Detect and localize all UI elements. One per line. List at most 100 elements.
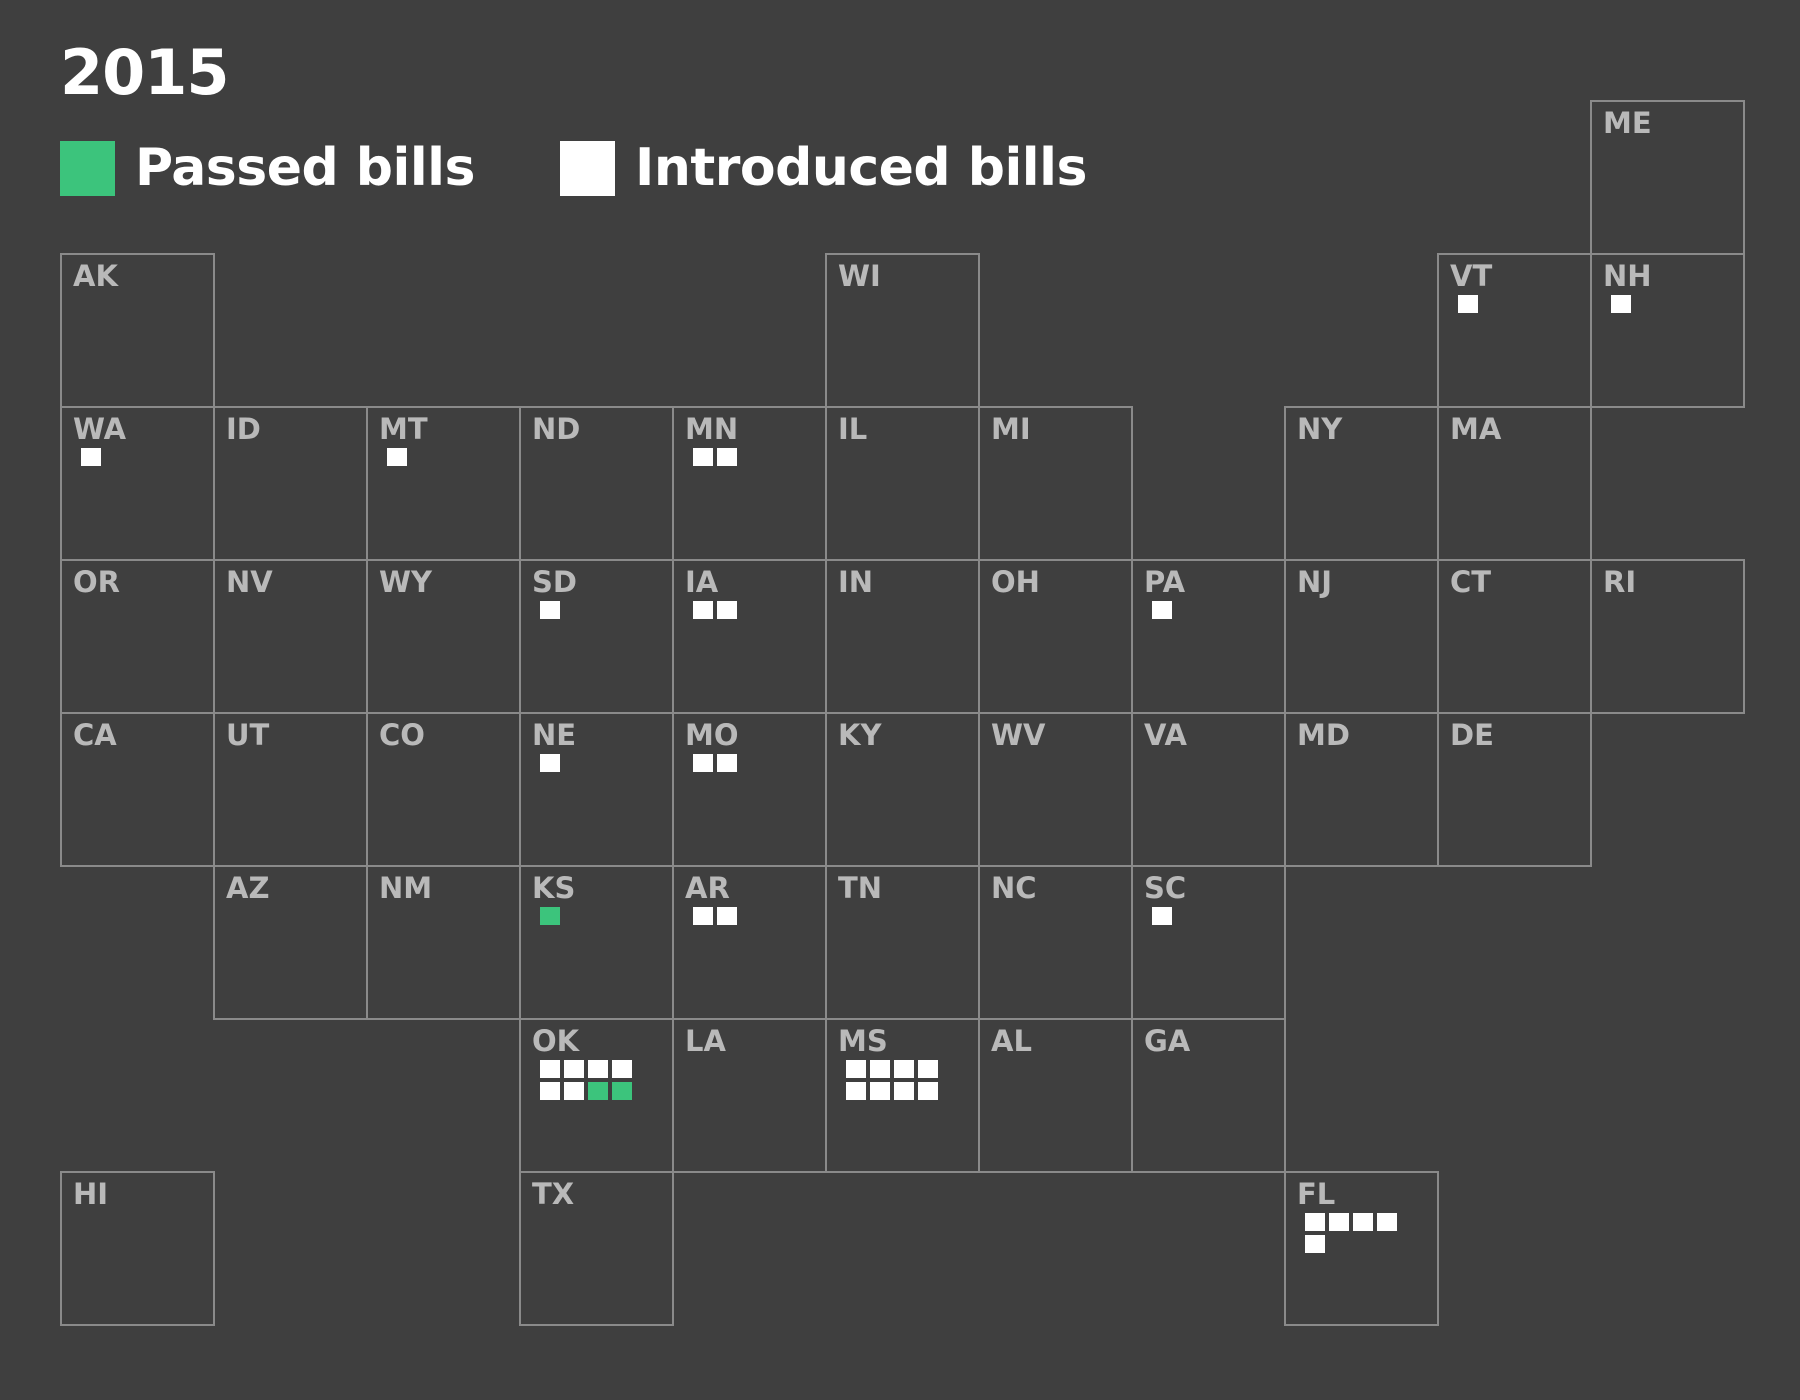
legend-label-introduced: Introduced bills bbox=[635, 138, 1087, 198]
bill-marker-introduced bbox=[846, 1060, 866, 1078]
state-tile-wv: WV bbox=[978, 712, 1133, 867]
bill-marker-introduced bbox=[717, 448, 737, 466]
bill-marker-introduced bbox=[540, 601, 560, 619]
state-tile-mo: MO bbox=[672, 712, 827, 867]
bill-markers bbox=[1458, 295, 1558, 313]
bill-marker-introduced bbox=[894, 1060, 914, 1078]
state-tile-ga: GA bbox=[1131, 1018, 1286, 1173]
state-tile-wa: WA bbox=[60, 406, 215, 561]
state-tile-nh: NH bbox=[1590, 253, 1745, 408]
bill-markers bbox=[540, 754, 640, 772]
state-tile-id: ID bbox=[213, 406, 368, 561]
state-code-label: AK bbox=[73, 259, 118, 293]
state-tile-ar: AR bbox=[672, 865, 827, 1020]
state-tile-ct: CT bbox=[1437, 559, 1592, 714]
bill-markers bbox=[540, 1060, 640, 1100]
state-code-label: OK bbox=[532, 1024, 580, 1058]
bill-markers bbox=[693, 907, 793, 925]
bill-marker-introduced bbox=[540, 754, 560, 772]
state-tile-ms: MS bbox=[825, 1018, 980, 1173]
state-code-label: SD bbox=[532, 565, 577, 599]
state-tile-nd: ND bbox=[519, 406, 674, 561]
state-code-label: MS bbox=[838, 1024, 888, 1058]
state-tile-me: ME bbox=[1590, 100, 1745, 255]
state-tile-in: IN bbox=[825, 559, 980, 714]
state-code-label: IA bbox=[685, 565, 719, 599]
state-code-label: MD bbox=[1297, 718, 1350, 752]
legend-item-introduced: Introduced bills bbox=[560, 138, 1087, 198]
chart-title: 2015 bbox=[60, 36, 230, 109]
bill-marker-introduced bbox=[693, 448, 713, 466]
bill-marker-introduced bbox=[918, 1060, 938, 1078]
state-code-label: HI bbox=[73, 1177, 109, 1211]
state-code-label: UT bbox=[226, 718, 270, 752]
bill-marker-introduced bbox=[1377, 1213, 1397, 1231]
state-code-label: SC bbox=[1144, 871, 1187, 905]
state-code-label: RI bbox=[1603, 565, 1637, 599]
bill-marker-introduced bbox=[1329, 1213, 1349, 1231]
state-tile-ak: AK bbox=[60, 253, 215, 408]
state-code-label: WA bbox=[73, 412, 127, 446]
state-code-label: DE bbox=[1450, 718, 1494, 752]
state-code-label: CO bbox=[379, 718, 425, 752]
bill-marker-introduced bbox=[1305, 1213, 1325, 1231]
bill-markers bbox=[540, 601, 640, 619]
state-tile-nj: NJ bbox=[1284, 559, 1439, 714]
bill-marker-introduced bbox=[693, 907, 713, 925]
state-code-label: WV bbox=[991, 718, 1046, 752]
bill-marker-introduced bbox=[894, 1082, 914, 1100]
legend-label-passed: Passed bills bbox=[135, 138, 475, 198]
state-tile-pa: PA bbox=[1131, 559, 1286, 714]
bill-marker-introduced bbox=[1152, 601, 1172, 619]
bill-marker-introduced bbox=[870, 1060, 890, 1078]
state-code-label: ID bbox=[226, 412, 261, 446]
state-code-label: NY bbox=[1297, 412, 1343, 446]
state-code-label: IN bbox=[838, 565, 874, 599]
state-code-label: LA bbox=[685, 1024, 726, 1058]
state-tile-ia: IA bbox=[672, 559, 827, 714]
state-tile-hi: HI bbox=[60, 1171, 215, 1326]
bill-marker-introduced bbox=[1458, 295, 1478, 313]
bill-marker-introduced bbox=[588, 1060, 608, 1078]
bill-marker-introduced bbox=[717, 601, 737, 619]
state-tile-sd: SD bbox=[519, 559, 674, 714]
state-code-label: FL bbox=[1297, 1177, 1336, 1211]
state-tile-wy: WY bbox=[366, 559, 521, 714]
state-tile-tn: TN bbox=[825, 865, 980, 1020]
state-code-label: TN bbox=[838, 871, 883, 905]
state-code-label: PA bbox=[1144, 565, 1186, 599]
bill-markers bbox=[1152, 907, 1252, 925]
state-tile-fl: FL bbox=[1284, 1171, 1439, 1326]
bill-markers bbox=[81, 448, 181, 466]
state-tile-tx: TX bbox=[519, 1171, 674, 1326]
state-tile-mi: MI bbox=[978, 406, 1133, 561]
state-code-label: OR bbox=[73, 565, 120, 599]
state-tile-ut: UT bbox=[213, 712, 368, 867]
bill-marker-passed bbox=[540, 907, 560, 925]
state-tile-ok: OK bbox=[519, 1018, 674, 1173]
state-tile-nc: NC bbox=[978, 865, 1133, 1020]
state-code-label: MN bbox=[685, 412, 739, 446]
bill-marker-introduced bbox=[81, 448, 101, 466]
bill-marker-introduced bbox=[717, 754, 737, 772]
bill-marker-introduced bbox=[564, 1060, 584, 1078]
bill-marker-introduced bbox=[540, 1060, 560, 1078]
state-code-label: IL bbox=[838, 412, 868, 446]
bill-markers bbox=[387, 448, 487, 466]
bill-marker-introduced bbox=[564, 1082, 584, 1100]
state-code-label: MA bbox=[1450, 412, 1502, 446]
state-code-label: ND bbox=[532, 412, 581, 446]
state-tile-mt: MT bbox=[366, 406, 521, 561]
bill-marker-introduced bbox=[918, 1082, 938, 1100]
bill-markers bbox=[693, 448, 793, 466]
state-tile-oh: OH bbox=[978, 559, 1133, 714]
bill-marker-introduced bbox=[846, 1082, 866, 1100]
bill-marker-introduced bbox=[717, 907, 737, 925]
state-tile-vt: VT bbox=[1437, 253, 1592, 408]
state-code-label: OH bbox=[991, 565, 1040, 599]
state-tile-ky: KY bbox=[825, 712, 980, 867]
state-code-label: GA bbox=[1144, 1024, 1191, 1058]
state-tile-or: OR bbox=[60, 559, 215, 714]
legend-swatch-introduced bbox=[560, 140, 615, 196]
